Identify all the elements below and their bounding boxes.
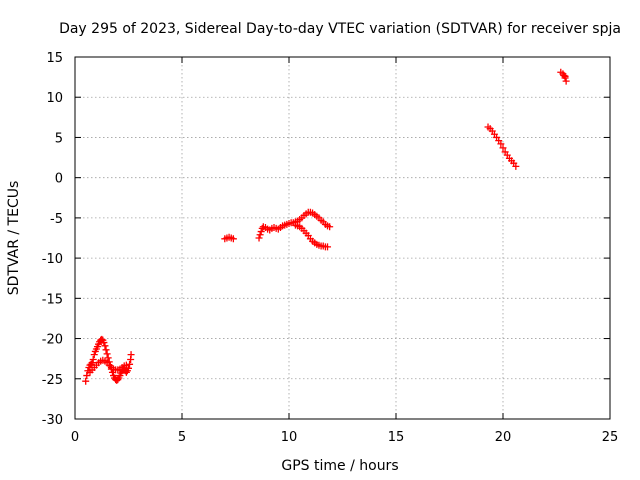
x-tick-label: 5 bbox=[178, 430, 186, 445]
plot-frame bbox=[74, 56, 611, 420]
data-point-plus bbox=[324, 243, 332, 251]
data-point-plus bbox=[255, 234, 263, 242]
data-point-plus bbox=[497, 140, 505, 148]
data-point-plus bbox=[87, 360, 95, 368]
y-tick-label: -10 bbox=[42, 252, 63, 267]
data-point-plus bbox=[326, 223, 334, 231]
data-point-plus bbox=[257, 228, 265, 236]
y-tick-label: -20 bbox=[42, 333, 63, 348]
data-point-plus bbox=[499, 144, 507, 152]
y-axis-label: SDTVAR / TECUs bbox=[6, 181, 22, 296]
data-point-plus bbox=[101, 342, 109, 350]
data-point-plus bbox=[100, 339, 108, 347]
data-point-plus bbox=[90, 351, 98, 359]
axis-ticks: 0 5 10 15 20 25 -30 -25 -20 -15 -10 -5 0 5 10 15 bbox=[42, 51, 619, 445]
data-point-plus bbox=[83, 372, 91, 380]
data-point-plus bbox=[127, 351, 135, 359]
data-point-plus bbox=[258, 224, 266, 232]
data-point-plus bbox=[126, 360, 134, 368]
data-point-plus bbox=[89, 355, 97, 363]
data-point-plus bbox=[102, 346, 110, 354]
x-tick-label: 20 bbox=[495, 430, 512, 445]
x-tick-label: 0 bbox=[71, 430, 79, 445]
data-point-plus bbox=[106, 362, 114, 370]
y-tick-label: -30 bbox=[42, 413, 63, 428]
data-point-plus bbox=[561, 72, 569, 80]
chart-title: Day 295 of 2023, Sidereal Day-to-day VTE… bbox=[59, 21, 621, 37]
data-point-plus bbox=[103, 350, 111, 358]
data-point-plus bbox=[114, 376, 122, 384]
data-point-plus bbox=[512, 162, 520, 170]
data-point-plus bbox=[562, 77, 570, 85]
data-point-plus bbox=[122, 368, 130, 376]
x-tick-label: 15 bbox=[388, 430, 405, 445]
data-point-plus bbox=[122, 361, 130, 369]
y-tick-label: 15 bbox=[46, 51, 63, 66]
y-tick-label: -25 bbox=[42, 373, 63, 388]
data-point-plus bbox=[229, 235, 237, 243]
data-point-plus bbox=[256, 231, 264, 239]
y-tick-label: 10 bbox=[46, 91, 63, 106]
data-point-plus bbox=[88, 359, 96, 367]
y-tick-label: 5 bbox=[55, 131, 63, 146]
x-axis-label: GPS time / hours bbox=[281, 458, 398, 474]
x-tick-label: 10 bbox=[281, 430, 298, 445]
data-point-plus bbox=[104, 354, 112, 362]
y-tick-label: 0 bbox=[55, 172, 63, 187]
data-point-plus bbox=[82, 377, 90, 385]
data-points bbox=[82, 68, 570, 385]
y-tick-label: -5 bbox=[50, 212, 63, 227]
y-tick-label: -15 bbox=[42, 292, 63, 307]
x-tick-label: 25 bbox=[602, 430, 619, 445]
grid-lines bbox=[75, 57, 610, 419]
